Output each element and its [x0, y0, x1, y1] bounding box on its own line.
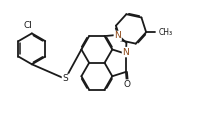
- Text: Cl: Cl: [24, 21, 32, 30]
- Text: N: N: [122, 48, 129, 57]
- Text: O: O: [124, 80, 130, 89]
- Text: CH₃: CH₃: [159, 28, 173, 37]
- Text: N: N: [114, 31, 121, 40]
- Text: S: S: [62, 74, 68, 83]
